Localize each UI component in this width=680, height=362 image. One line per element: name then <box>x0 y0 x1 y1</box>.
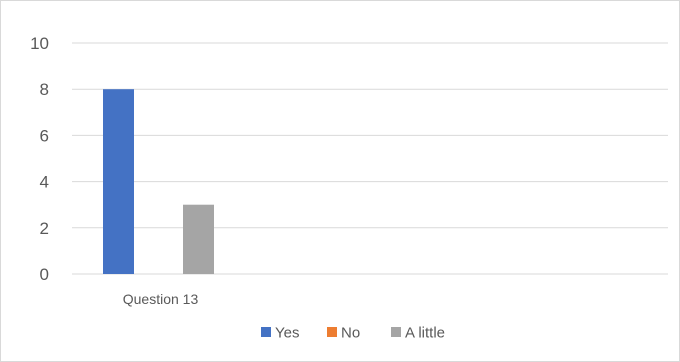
y-axis-tick-labels: 0 2 4 6 8 10 <box>30 34 49 284</box>
legend-label: No <box>341 325 360 342</box>
legend-swatch-yes <box>261 327 271 337</box>
gridlines <box>72 42 668 275</box>
legend-label: Yes <box>275 325 299 342</box>
bar-a-little <box>183 204 214 274</box>
y-tick-label: 4 <box>40 173 49 192</box>
legend: Yes No A little <box>261 325 445 342</box>
x-category-label: Question 13 <box>123 291 199 307</box>
bar-yes <box>103 89 134 274</box>
legend-swatch-no <box>327 327 337 337</box>
legend-swatch-a-little <box>391 327 401 337</box>
x-axis-category-labels: Question 13 <box>123 291 199 307</box>
y-tick-label: 8 <box>40 80 49 99</box>
y-tick-label: 6 <box>40 126 49 145</box>
y-tick-label: 2 <box>40 219 49 238</box>
legend-label: A little <box>405 325 445 342</box>
bars <box>103 89 214 274</box>
y-tick-label: 0 <box>40 265 49 284</box>
y-tick-label: 10 <box>30 34 49 53</box>
